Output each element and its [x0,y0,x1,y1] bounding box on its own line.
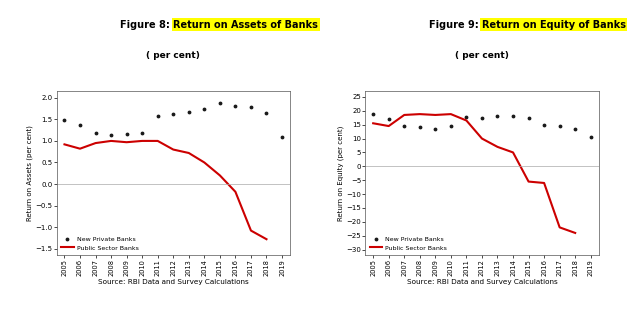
Legend: New Private Banks, Public Sector Banks: New Private Banks, Public Sector Banks [60,235,140,252]
Text: ( per cent): ( per cent) [146,51,200,60]
Text: Return on Equity of Banks: Return on Equity of Banks [482,20,626,30]
Y-axis label: Return on Equity (per cent): Return on Equity (per cent) [337,126,343,221]
Legend: New Private Banks, Public Sector Banks: New Private Banks, Public Sector Banks [369,235,449,252]
Text: Figure 8:: Figure 8: [120,20,173,30]
Text: Source: RBI Data and Survey Calculations: Source: RBI Data and Survey Calculations [406,279,558,285]
Text: ( per cent): ( per cent) [455,51,509,60]
Text: Source: RBI Data and Survey Calculations: Source: RBI Data and Survey Calculations [98,279,249,285]
Y-axis label: Return on Assets (per cent): Return on Assets (per cent) [26,125,33,221]
Text: Return on Assets of Banks: Return on Assets of Banks [173,20,318,30]
Text: Figure 9:: Figure 9: [429,20,482,30]
